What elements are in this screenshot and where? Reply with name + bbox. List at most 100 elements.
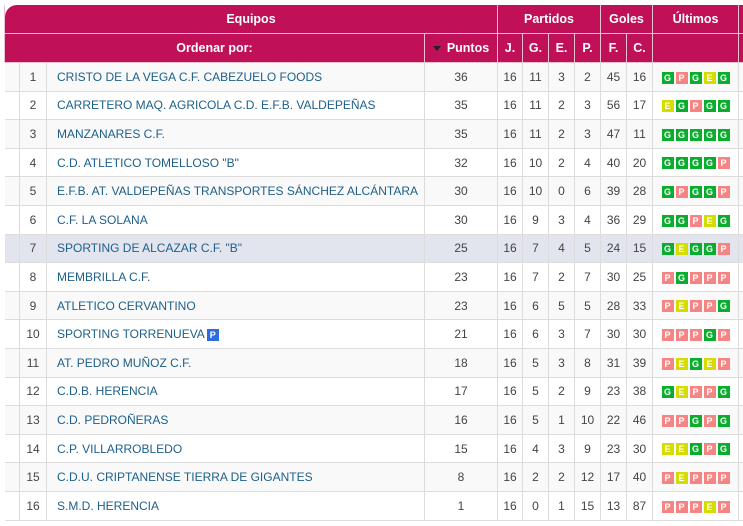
table-row[interactable]: 11 AT. PEDRO MUÑOZ C.F. 18 16 5 3 8 31 39 P E G E P: [4, 347, 743, 378]
stat-f: 36: [600, 204, 628, 235]
team-link[interactable]: E.F.B. AT. VALDEPEÑAS TRANSPORTES SÁNCHE…: [57, 184, 418, 199]
stat-j: 16: [497, 62, 523, 92]
row-marker: [4, 119, 20, 149]
position: 2: [19, 90, 47, 121]
result-badge-loss: P: [675, 186, 688, 198]
table-row[interactable]: 10 SPORTING TORRENUEVA P 21 16 6 3 7 30 30 P P P G P: [4, 319, 743, 349]
team-name[interactable]: CRISTO DE LA VEGA C.F. CABEZUELO FOODS: [46, 62, 425, 92]
team-link[interactable]: C.D. PEDROÑERAS: [57, 412, 169, 427]
team-link[interactable]: SPORTING DE ALCAZAR C.F. "B": [57, 241, 243, 256]
team-link[interactable]: MEMBRILLA C.F.: [57, 269, 151, 284]
stat-p: 9: [573, 376, 602, 407]
table-row[interactable]: 13 C.D. PEDROÑERAS 16 16 5 1 10 22 46 P P G P G: [4, 405, 743, 435]
result-badge-loss: P: [689, 500, 702, 513]
sort-desc-icon: [432, 46, 441, 52]
row-marker: [4, 319, 20, 349]
team-link[interactable]: AT. PEDRO MUÑOZ C.F.: [57, 355, 192, 370]
team-name[interactable]: MEMBRILLA C.F.: [46, 262, 425, 292]
stat-c: 87: [626, 490, 654, 521]
stat-f: 45: [600, 62, 628, 92]
team-link[interactable]: C.F. LA SOLANA: [57, 212, 148, 227]
team-name[interactable]: E.F.B. AT. VALDEPEÑAS TRANSPORTES SÁNCHE…: [46, 176, 425, 206]
result-badge-win: G: [661, 186, 674, 198]
table-row[interactable]: 2 CARRETERO MAQ. AGRICOLA C.D. E.F.B. VAL…: [4, 90, 743, 121]
stat-j: 16: [497, 233, 523, 264]
stat-p: 3: [573, 119, 602, 149]
stat-pts: 16: [424, 405, 498, 435]
result-badge-loss: P: [689, 471, 702, 484]
table-row[interactable]: 8 MEMBRILLA C.F. 23 16 7 2 7 30 25 P G P P P: [4, 262, 743, 292]
stat-p: 7: [573, 262, 602, 292]
team-link[interactable]: C.P. VILLARROBLEDO: [57, 441, 183, 456]
stat-pts: 25: [424, 233, 498, 264]
sort-p[interactable]: P.: [573, 33, 602, 63]
stat-p: 8: [573, 347, 602, 378]
sort-f[interactable]: F.: [600, 33, 628, 63]
table-row[interactable]: 4 C.D. ATLETICO TOMELLOSO "B" 32 16 10 2 4 40 20…: [4, 147, 743, 178]
team-name[interactable]: MANZANARES C.F.: [46, 119, 425, 149]
position: 10: [19, 319, 47, 349]
team-name[interactable]: ATLETICO CERVANTINO: [46, 290, 425, 321]
result-badge-win: G: [689, 243, 702, 256]
stat-c: 29: [626, 204, 654, 235]
header-ultimos: Últimos: [652, 5, 740, 34]
stat-g: 2: [522, 462, 549, 492]
stat-c: 20: [626, 147, 654, 178]
row-spacer: [738, 233, 743, 264]
sort-c[interactable]: C.: [626, 33, 654, 63]
table-row[interactable]: 16 S.M.D. HERENCIA 1 16 0 1 15 13 87 P P P E P: [4, 490, 743, 521]
table-row[interactable]: 6 C.F. LA SOLANA 30 16 9 3 4 36 29 G G P E G: [4, 204, 743, 235]
row-marker: [4, 262, 20, 292]
table-row[interactable]: 1 CRISTO DE LA VEGA C.F. CABEZUELO FOODS 3…: [4, 62, 743, 92]
standings-table: Equipos Partidos Goles Últimos Ordenar p…: [4, 5, 743, 521]
result-badge-loss: P: [703, 271, 716, 284]
team-name[interactable]: CARRETERO MAQ. AGRICOLA C.D. E.F.B. VALD…: [46, 90, 425, 121]
header-goles: Goles: [600, 5, 654, 34]
team-name[interactable]: C.F. LA SOLANA: [46, 204, 425, 235]
table-row[interactable]: 14 C.P. VILLARROBLEDO 15 16 4 3 9 23 30 E E G P G: [4, 433, 743, 464]
result-badge-win: G: [675, 100, 688, 113]
table-row[interactable]: 7 SPORTING DE ALCAZAR C.F. "B" 25 16 7 4 5 24 15…: [4, 233, 743, 264]
stat-pts: 30: [424, 176, 498, 206]
table-row[interactable]: 12 C.D.B. HERENCIA 17 16 5 2 9 23 38 G E P P G: [4, 376, 743, 407]
result-badge-loss: P: [661, 271, 674, 284]
team-link[interactable]: SPORTING TORRENUEVA: [57, 327, 205, 342]
table-row[interactable]: 15 C.D.U. CRIPTANENSE TIERRA DE GIGANTES 8…: [4, 462, 743, 492]
row-spacer: [738, 462, 743, 492]
team-link[interactable]: ATLETICO CERVANTINO: [57, 298, 196, 313]
sort-puntos[interactable]: Puntos: [424, 33, 498, 63]
table-row[interactable]: 9 ATLETICO CERVANTINO 23 16 6 5 5 28 33 P E P P G: [4, 290, 743, 321]
sort-e[interactable]: E.: [548, 33, 575, 63]
team-link[interactable]: C.D.U. CRIPTANENSE TIERRA DE GIGANTES: [57, 470, 313, 485]
row-spacer: [738, 290, 743, 321]
team-name[interactable]: SPORTING TORRENUEVA P: [46, 319, 425, 349]
team-name[interactable]: AT. PEDRO MUÑOZ C.F.: [46, 347, 425, 378]
team-name[interactable]: C.D. PEDROÑERAS: [46, 405, 425, 435]
table-row[interactable]: 5 E.F.B. AT. VALDEPEÑAS TRANSPORTES SÁNCH…: [4, 176, 743, 206]
stat-g: 11: [522, 90, 549, 121]
team-link[interactable]: CRISTO DE LA VEGA C.F. CABEZUELO FOODS: [57, 69, 323, 84]
team-name[interactable]: C.D.U. CRIPTANENSE TIERRA DE GIGANTES: [46, 462, 425, 492]
team-name[interactable]: SPORTING DE ALCAZAR C.F. "B": [46, 233, 425, 264]
result-badge-draw: E: [675, 300, 688, 313]
stat-c: 39: [626, 347, 654, 378]
team-link[interactable]: C.D.B. HERENCIA: [57, 384, 158, 399]
team-link[interactable]: MANZANARES C.F.: [57, 126, 166, 141]
team-name[interactable]: C.D.B. HERENCIA: [46, 376, 425, 407]
result-badge-draw: E: [661, 443, 674, 456]
team-name[interactable]: S.M.D. HERENCIA: [46, 490, 425, 521]
table-row[interactable]: 3 MANZANARES C.F. 35 16 11 2 3 47 11 G G G G G: [4, 119, 743, 149]
sort-j[interactable]: J.: [497, 33, 523, 63]
stat-j: 16: [497, 147, 523, 178]
sort-g[interactable]: G.: [522, 33, 549, 63]
team-link[interactable]: CARRETERO MAQ. AGRICOLA C.D. E.F.B. VALD…: [57, 98, 376, 113]
team-link[interactable]: C.D. ATLETICO TOMELLOSO "B": [57, 155, 239, 170]
team-name[interactable]: C.D. ATLETICO TOMELLOSO "B": [46, 147, 425, 178]
team-name[interactable]: C.P. VILLARROBLEDO: [46, 433, 425, 464]
team-link[interactable]: S.M.D. HERENCIA: [57, 498, 160, 513]
stat-j: 16: [497, 319, 523, 349]
